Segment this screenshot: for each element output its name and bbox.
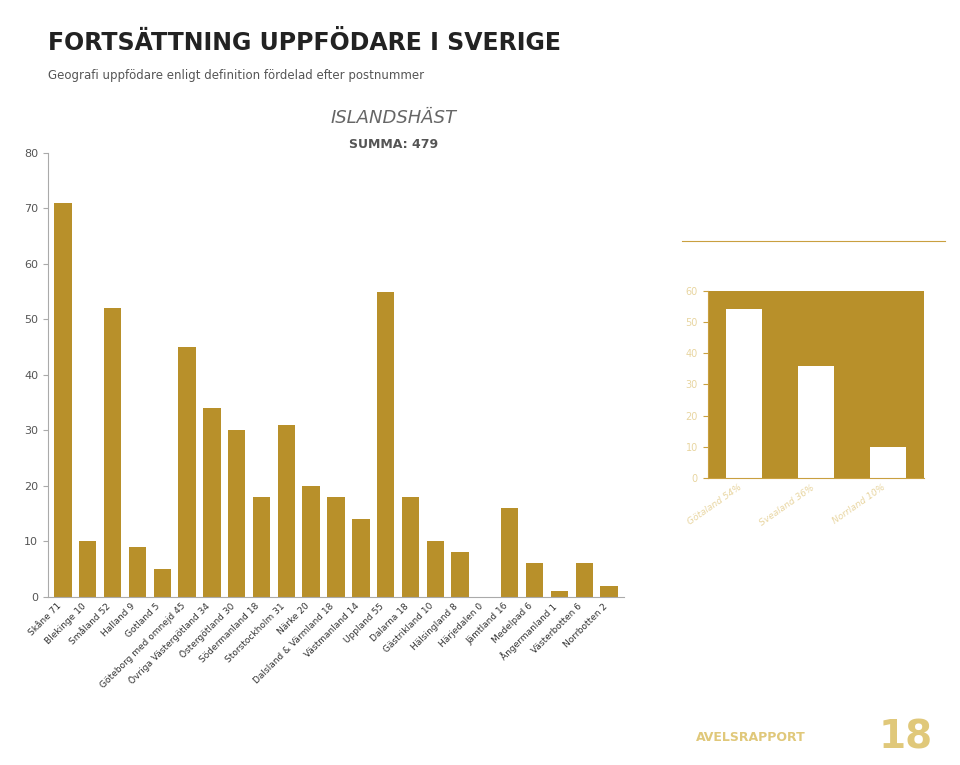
Text: SUMMA: 479: SUMMA: 479: [349, 138, 438, 151]
Bar: [426, 542, 444, 597]
Bar: [252, 497, 270, 597]
Text: 18: 18: [878, 718, 932, 756]
Bar: [726, 310, 761, 478]
Bar: [129, 547, 146, 597]
Bar: [154, 569, 171, 597]
Bar: [576, 563, 593, 597]
Bar: [104, 308, 121, 597]
Bar: [277, 425, 295, 597]
Bar: [204, 409, 221, 597]
Text: ✔: ✔: [687, 50, 697, 60]
Bar: [79, 542, 96, 597]
Bar: [179, 347, 196, 597]
Bar: [526, 563, 543, 597]
Bar: [327, 497, 345, 597]
Bar: [600, 586, 618, 597]
Text: De definierade uppfödarna som har
fött upp minst ett föl under två av de tre
åre: De definierade uppfödarna som har fött u…: [723, 50, 940, 123]
Bar: [402, 497, 420, 597]
Bar: [501, 508, 518, 597]
Text: ISLANDSHÄST: ISLANDSHÄST: [330, 109, 457, 126]
Bar: [451, 552, 468, 597]
Bar: [377, 291, 395, 597]
Bar: [798, 366, 833, 478]
Text: FORTSÄTTNING UPPFÖDARE I SVERIGE: FORTSÄTTNING UPPFÖDARE I SVERIGE: [48, 31, 561, 55]
Bar: [302, 486, 320, 597]
Text: ► HÄR BOR UPPFÖDARE
AV ISLANDSHÄST: ► HÄR BOR UPPFÖDARE AV ISLANDSHÄST: [690, 252, 858, 282]
Bar: [352, 519, 370, 597]
Text: Geografi uppfödare enligt definition fördelad efter postnummer: Geografi uppfödare enligt definition för…: [48, 69, 424, 82]
Bar: [228, 430, 246, 597]
Bar: [54, 203, 72, 597]
Bar: [551, 591, 568, 597]
Text: AVELSRAPPORT: AVELSRAPPORT: [696, 731, 805, 744]
Bar: [870, 447, 905, 478]
